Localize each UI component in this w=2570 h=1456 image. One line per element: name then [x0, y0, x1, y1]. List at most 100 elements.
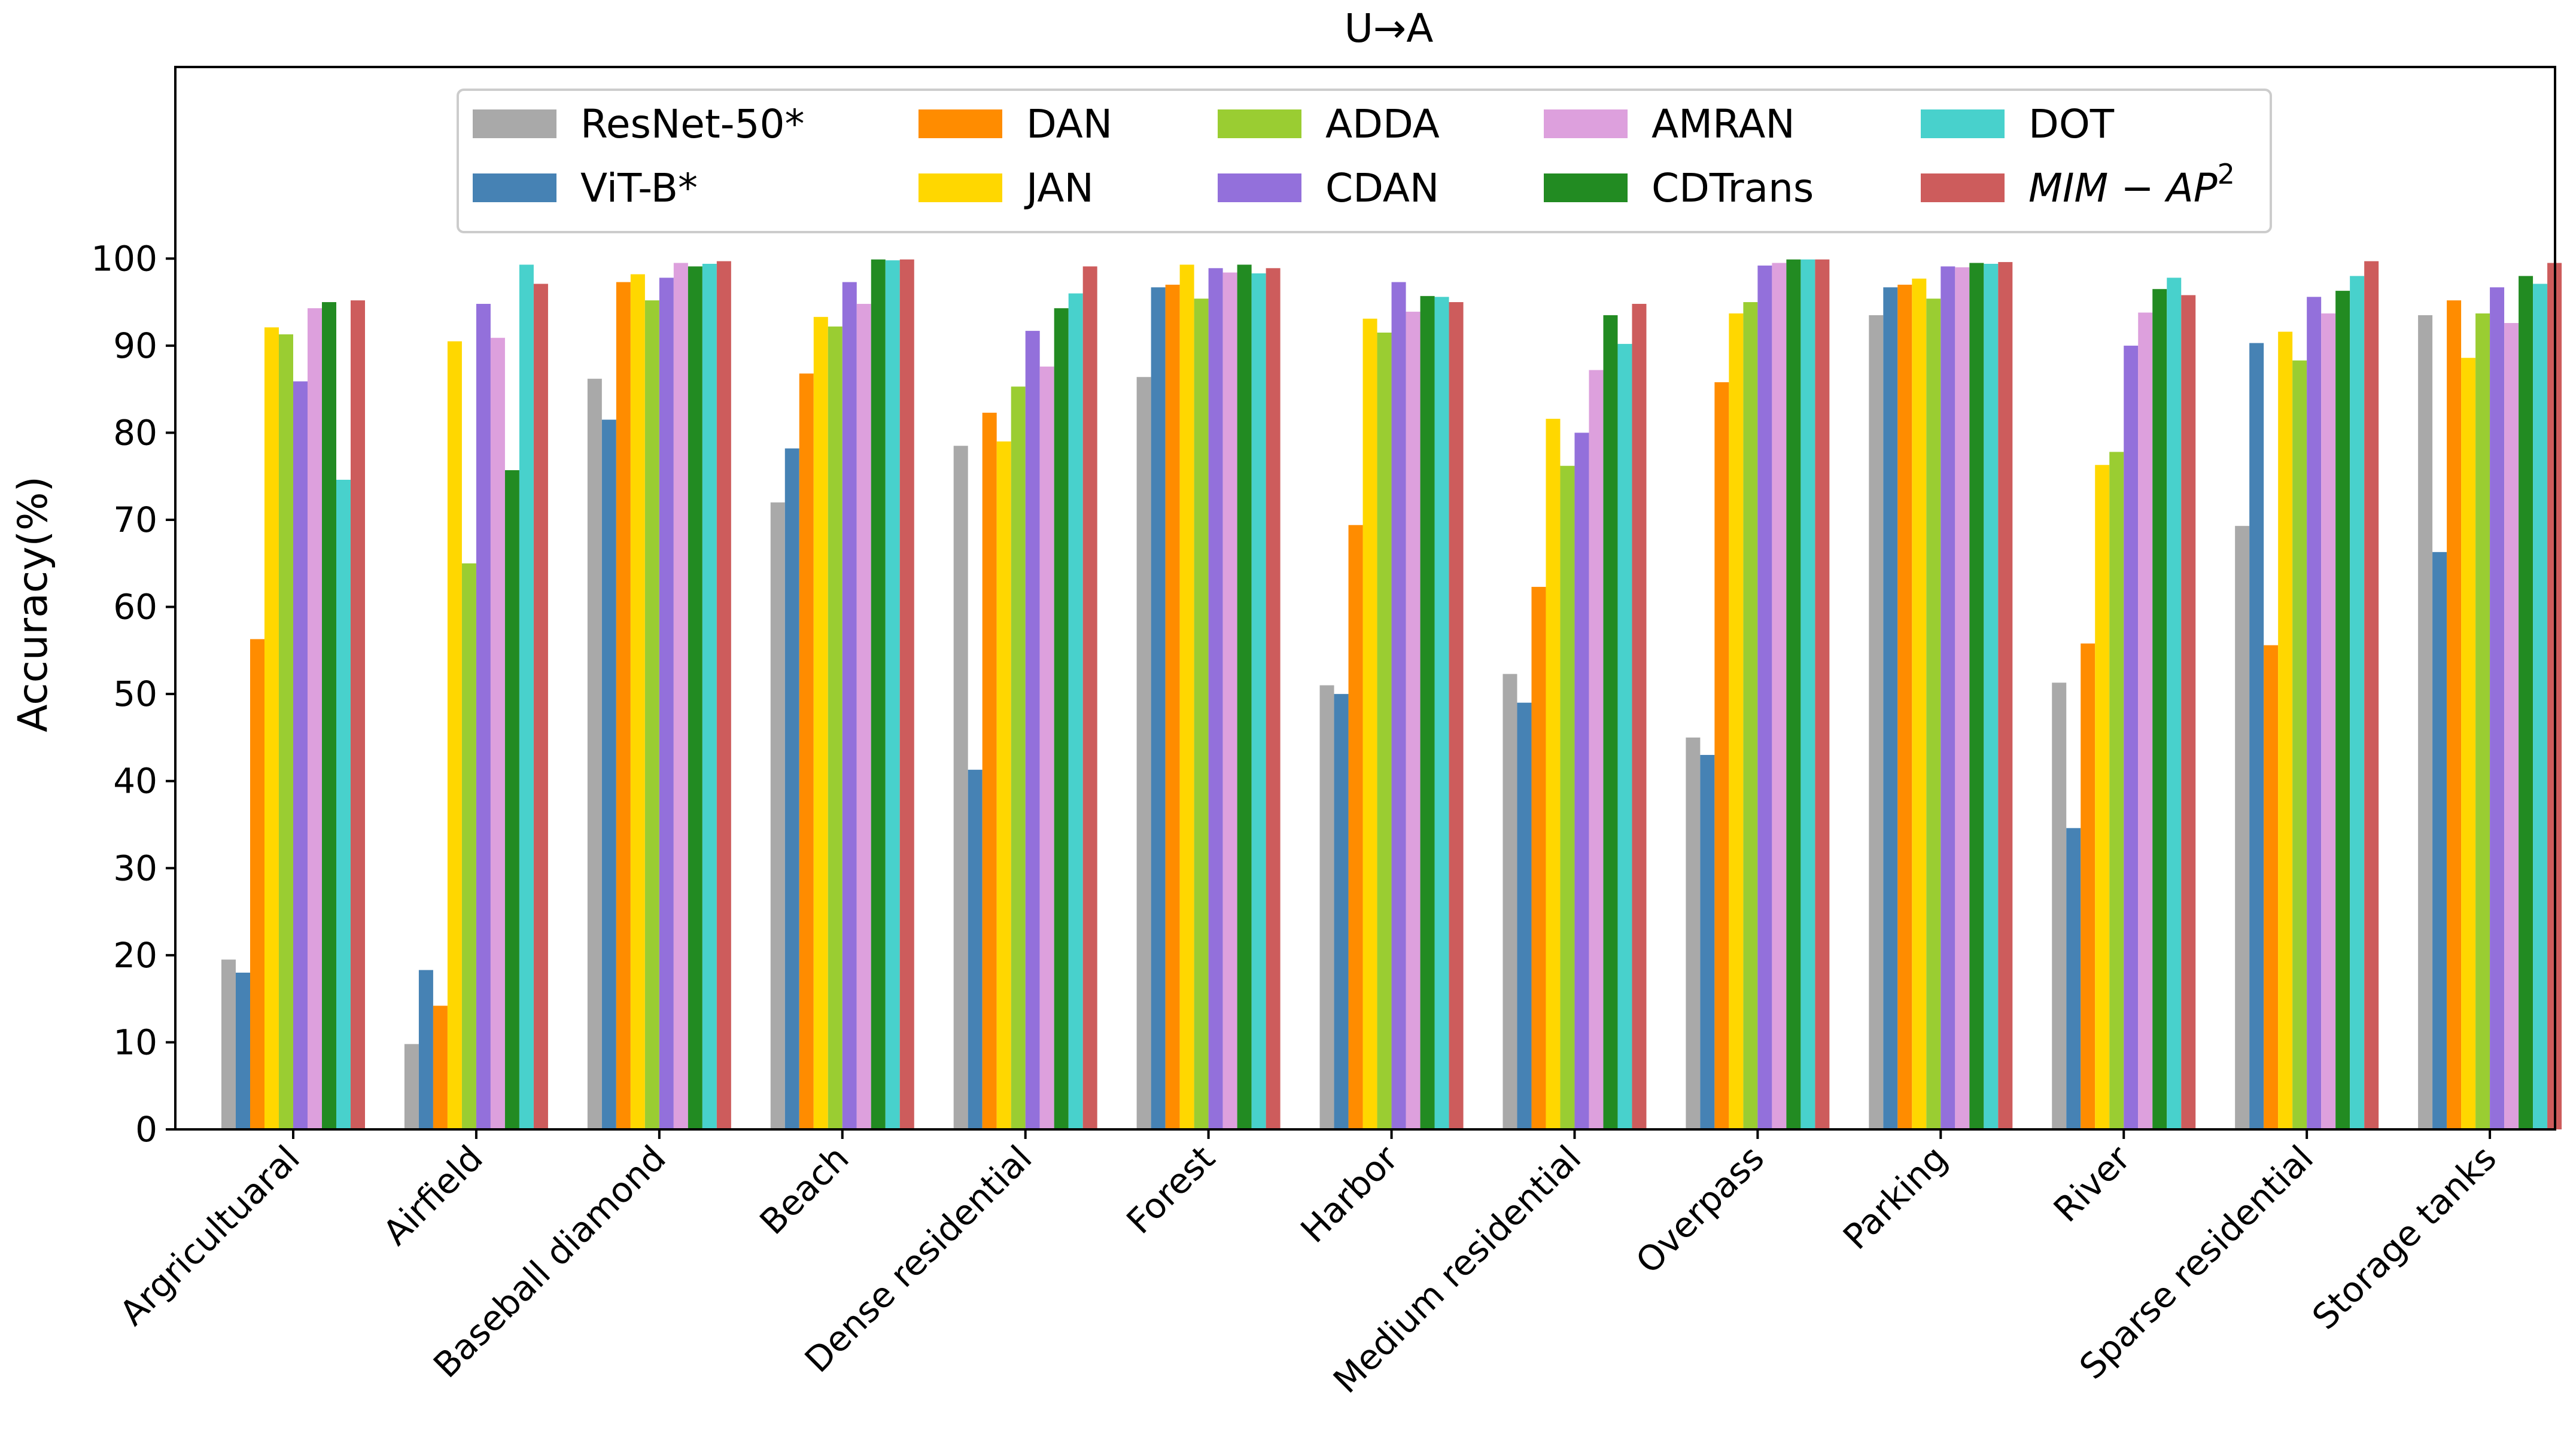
bar-resnet-50--5 — [1136, 377, 1151, 1129]
x-tick-label: Forest — [1119, 1138, 1223, 1242]
bar-jan-7 — [1546, 419, 1561, 1129]
x-tick-label: Beach — [752, 1138, 857, 1242]
bar-cdtrans-9 — [1969, 263, 1984, 1129]
bar-resnet-50--7 — [1503, 674, 1517, 1129]
bar-amran-4 — [1039, 366, 1054, 1129]
bar-dot-1 — [519, 264, 534, 1130]
bar-dan-1 — [433, 1006, 448, 1129]
bar-resnet-50--12 — [2418, 315, 2433, 1129]
bar-vit-b--4 — [968, 769, 983, 1129]
y-axis-label: Accuracy(%) — [10, 476, 57, 732]
bar-mim-ap2-10 — [2181, 295, 2196, 1129]
bar-cdan-3 — [842, 282, 857, 1129]
bar-dan-8 — [1714, 382, 1729, 1129]
y-tick-label: 0 — [135, 1109, 157, 1150]
legend-swatch — [1218, 173, 1301, 202]
bar-dan-9 — [1897, 284, 1912, 1130]
y-tick-label: 100 — [91, 238, 157, 279]
bar-dot-4 — [1068, 293, 1083, 1129]
bar-cdtrans-0 — [322, 302, 336, 1129]
bar-jan-4 — [996, 441, 1011, 1129]
bar-mim-ap2-1 — [533, 284, 548, 1130]
bar-mim-ap2-5 — [1266, 268, 1281, 1129]
bar-mim-ap2-4 — [1082, 266, 1097, 1129]
plot-area — [221, 259, 2562, 1130]
bar-cdtrans-8 — [1786, 259, 1801, 1130]
bar-amran-3 — [856, 303, 871, 1130]
bar-mim-ap2-9 — [1998, 262, 2013, 1130]
bar-dot-6 — [1434, 297, 1449, 1129]
x-tick-label: Airfield — [375, 1138, 491, 1253]
legend-swatch — [918, 173, 1002, 202]
bar-resnet-50--9 — [1869, 315, 1884, 1129]
bar-dan-0 — [250, 639, 264, 1129]
bar-adda-5 — [1194, 298, 1209, 1130]
bar-cdan-10 — [2124, 345, 2139, 1129]
bar-dan-10 — [2081, 643, 2095, 1129]
bar-cdtrans-4 — [1054, 308, 1069, 1129]
plot-frame — [174, 66, 2556, 1131]
bar-dot-10 — [2167, 278, 2182, 1129]
y-tick-label: 90 — [113, 325, 157, 366]
x-tick-label: Argricultuaral — [112, 1138, 308, 1333]
bar-adda-2 — [644, 300, 659, 1129]
bar-adda-3 — [828, 326, 843, 1129]
legend-swatch — [1218, 109, 1301, 138]
bar-cdtrans-7 — [1603, 315, 1618, 1129]
bar-resnet-50--11 — [2235, 526, 2250, 1129]
y-tick-label: 50 — [113, 674, 157, 714]
bar-jan-3 — [813, 316, 828, 1129]
legend-label: CDTrans — [1652, 165, 1814, 211]
bar-amran-9 — [1955, 267, 1970, 1129]
bar-vit-b--7 — [1517, 702, 1532, 1129]
bar-amran-8 — [1772, 263, 1787, 1129]
bar-cdan-6 — [1391, 282, 1406, 1129]
bar-jan-6 — [1362, 318, 1377, 1130]
bar-mim-ap2-11 — [2364, 261, 2379, 1129]
bar-cdan-0 — [293, 381, 308, 1129]
chart-title: U→A — [1345, 5, 1434, 51]
legend-swatch — [1921, 109, 2005, 138]
bar-adda-10 — [2109, 452, 2124, 1130]
bar-dan-4 — [982, 412, 997, 1130]
bar-cdan-1 — [476, 303, 491, 1130]
bar-cdtrans-6 — [1420, 296, 1435, 1129]
bar-dan-3 — [799, 373, 814, 1130]
bar-adda-11 — [2292, 360, 2307, 1129]
y-tick-label: 70 — [113, 499, 157, 540]
bar-mim-ap2-6 — [1449, 302, 1464, 1129]
bar-jan-0 — [264, 327, 279, 1129]
bar-dan-2 — [616, 282, 631, 1129]
legend-label: CDAN — [1325, 165, 1439, 211]
y-tick-label: 80 — [113, 412, 157, 453]
bar-amran-12 — [2504, 322, 2519, 1129]
bar-cdtrans-11 — [2335, 291, 2350, 1129]
x-tick-label: River — [2046, 1138, 2138, 1230]
bar-dot-2 — [702, 264, 717, 1129]
bar-cdan-12 — [2490, 287, 2505, 1129]
legend-label: JAN — [1024, 165, 1094, 211]
bar-jan-9 — [1912, 278, 1927, 1129]
bar-adda-12 — [2475, 313, 2490, 1129]
bar-vit-b--8 — [1700, 755, 1715, 1129]
bar-resnet-50--8 — [1686, 737, 1701, 1129]
bar-vit-b--10 — [2066, 828, 2081, 1129]
legend: ResNet-50* ViT-B* DAN JAN ADDA CDAN AMRAN CDTra… — [457, 89, 2272, 233]
bar-vit-b--11 — [2249, 343, 2264, 1129]
bar-dot-5 — [1251, 273, 1266, 1129]
bar-jan-1 — [447, 341, 462, 1129]
bar-mim-ap2-2 — [716, 261, 731, 1129]
bar-cdan-5 — [1208, 268, 1223, 1129]
bar-adda-9 — [1926, 298, 1941, 1130]
bar-cdan-8 — [1757, 265, 1772, 1129]
bar-jan-8 — [1729, 313, 1744, 1129]
bar-dan-11 — [2264, 645, 2279, 1129]
bar-cdtrans-1 — [504, 470, 519, 1129]
legend-label: DOT — [2028, 101, 2115, 147]
bar-vit-b--0 — [236, 972, 250, 1129]
bar-amran-5 — [1222, 272, 1237, 1129]
bar-adda-0 — [279, 334, 293, 1130]
legend-swatch — [918, 109, 1002, 138]
bar-dan-5 — [1165, 284, 1180, 1130]
